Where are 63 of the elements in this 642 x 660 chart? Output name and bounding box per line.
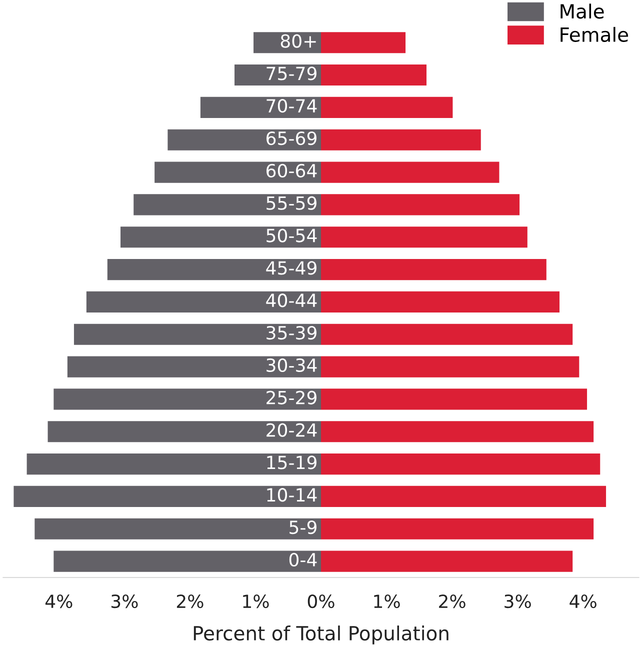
bar (254, 32, 321, 54)
bar (200, 96, 321, 118)
bar (48, 421, 321, 442)
y-tick-label: 20-24 (266, 423, 317, 437)
bar (321, 550, 573, 572)
y-tick-label: 60-64 (266, 164, 317, 178)
y-tick-label: 0-4 (289, 552, 317, 567)
bar (321, 162, 500, 183)
bar (321, 194, 520, 216)
x-tick-label: 0% (308, 594, 334, 608)
bar (321, 518, 594, 540)
y-tick-label: 55-59 (266, 196, 316, 210)
y-tick-label: 5-9 (290, 520, 316, 534)
legend-label: Male (560, 4, 604, 19)
x-tick-label: 1% (243, 594, 269, 608)
y-tick-label: 40-44 (266, 294, 317, 308)
y-tick-label: 80+ (280, 34, 316, 48)
bar (134, 194, 321, 216)
x-tick-label: 3% (111, 594, 138, 608)
bar (321, 32, 406, 54)
x-axis-title: Percent of Total Population (194, 626, 448, 644)
x-tick-label: 3% (504, 594, 531, 608)
bar (321, 291, 560, 312)
y-tick-label: 70-74 (266, 99, 317, 113)
x-tick-label: 2% (176, 594, 204, 608)
bar (321, 64, 426, 86)
bar (54, 550, 321, 572)
y-tick-label: 25-29 (266, 390, 316, 404)
x-tick-label: 4% (45, 594, 72, 608)
x-tick-label: 2% (439, 594, 466, 608)
y-tick-label: 10-14 (267, 488, 317, 502)
bar (14, 486, 321, 507)
bar (321, 96, 453, 118)
bar (26, 454, 321, 475)
y-tick-label: 35-39 (266, 326, 316, 340)
y-tick-label: 30-34 (266, 358, 317, 372)
bar (67, 356, 321, 378)
bar (321, 129, 481, 150)
y-tick-label: 65-69 (266, 131, 316, 146)
bar (321, 421, 594, 442)
x-tick-label: 4% (570, 594, 596, 608)
bar (86, 291, 321, 312)
y-tick-label: 45-49 (266, 261, 316, 275)
bar (321, 226, 528, 248)
y-tick-label: 50-54 (266, 228, 317, 242)
bar (74, 324, 321, 345)
bar (168, 129, 321, 150)
legend-label: Female (560, 26, 628, 42)
bar (321, 454, 600, 475)
bar (34, 518, 321, 540)
bar (321, 258, 546, 280)
bar (120, 226, 321, 248)
bar (154, 162, 321, 183)
bar (321, 356, 580, 378)
bar (54, 388, 321, 410)
x-tick-label: 1% (374, 594, 400, 608)
bar (321, 486, 606, 507)
bar (321, 324, 573, 345)
bar (234, 64, 321, 86)
bar (107, 258, 321, 280)
y-tick-label: 15-19 (267, 456, 316, 470)
y-tick-label: 75-79 (266, 66, 316, 80)
bar (321, 388, 588, 410)
